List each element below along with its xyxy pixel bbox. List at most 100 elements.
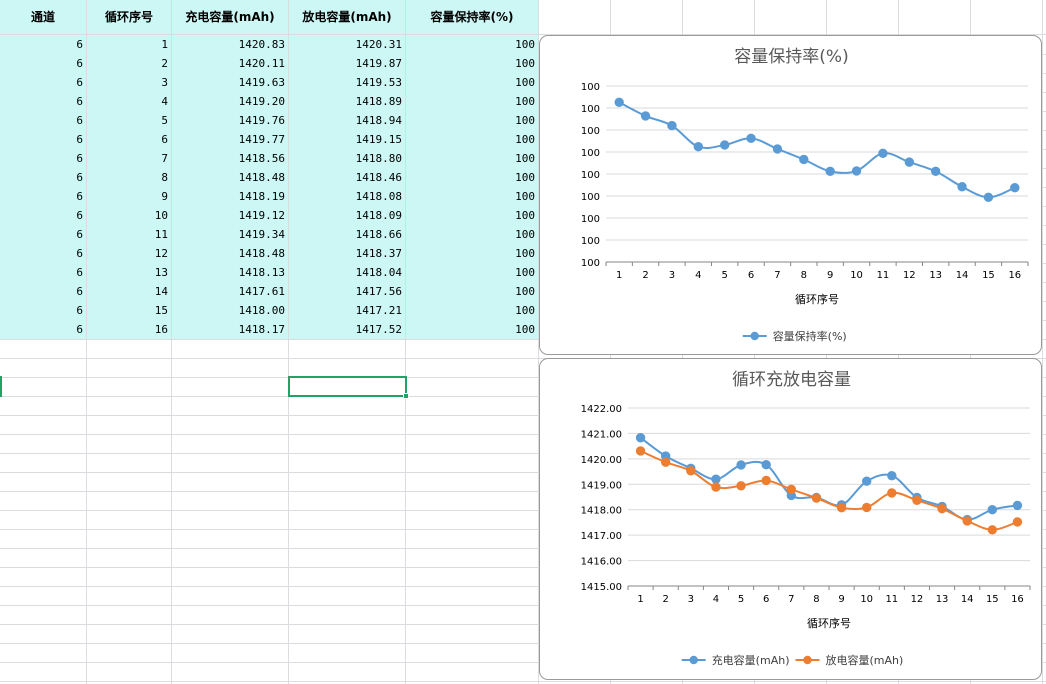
table-cell[interactable]: 1418.04 [289,263,405,282]
y-tick-label: 1415.00 [581,582,622,593]
table-cell[interactable]: 100 [406,263,538,282]
table-cell[interactable]: 6 [0,263,86,282]
table-cell[interactable]: 100 [406,92,538,111]
table-cell[interactable]: 6 [0,225,86,244]
table-cell[interactable]: 1419.15 [289,130,405,149]
table-cell[interactable]: 1418.08 [289,187,405,206]
header-cell[interactable]: 容量保持率(%) [406,0,538,34]
table-cell[interactable]: 1419.87 [289,54,405,73]
y-tick-label: 100 [581,126,600,137]
table-cell[interactable]: 6 [0,301,86,320]
table-cell[interactable]: 2 [87,54,171,73]
table-cell[interactable]: 100 [406,149,538,168]
data-point [861,502,872,513]
table-cell[interactable]: 6 [0,168,86,187]
table-cell[interactable]: 6 [0,187,86,206]
table-cell[interactable]: 3 [87,73,171,92]
table-cell[interactable]: 15 [87,301,171,320]
table-cell[interactable]: 1418.56 [172,149,288,168]
table-cell[interactable]: 1418.48 [172,244,288,263]
table-cell[interactable]: 1 [87,35,171,54]
table-cell[interactable]: 6 [0,35,86,54]
x-tick-label: 6 [763,594,769,605]
table-cell[interactable]: 1419.53 [289,73,405,92]
table-cell[interactable]: 1419.63 [172,73,288,92]
table-cell[interactable]: 16 [87,320,171,339]
table-cell[interactable]: 100 [406,168,538,187]
fill-handle[interactable] [403,393,409,399]
table-cell[interactable]: 7 [87,149,171,168]
table-cell[interactable]: 1419.20 [172,92,288,111]
table-cell[interactable]: 1418.09 [289,206,405,225]
table-cell[interactable]: 9 [87,187,171,206]
table-cell[interactable]: 100 [406,73,538,92]
table-cell[interactable]: 1418.48 [172,168,288,187]
table-cell[interactable]: 100 [406,35,538,54]
table-cell[interactable]: 1420.31 [289,35,405,54]
table-cell[interactable]: 100 [406,187,538,206]
table-cell[interactable]: 1418.13 [172,263,288,282]
table-cell[interactable]: 100 [406,206,538,225]
table-cell[interactable]: 6 [87,130,171,149]
table-cell[interactable]: 100 [406,320,538,339]
table-cell[interactable]: 13 [87,263,171,282]
capacity-chart[interactable]: 循环充放电容量 1415.00 1416.00 1417.00 1418.00 1419.… [539,358,1042,680]
table-cell[interactable]: 1418.94 [289,111,405,130]
table-cell[interactable]: 6 [0,92,86,111]
table-cell[interactable]: 1418.00 [172,301,288,320]
data-point [711,474,721,484]
table-cell[interactable]: 14 [87,282,171,301]
table-cell[interactable]: 100 [406,54,538,73]
table-cell[interactable]: 6 [0,73,86,92]
table-cell[interactable]: 1419.34 [172,225,288,244]
table-cell[interactable]: 1418.66 [289,225,405,244]
table-cell[interactable]: 1420.11 [172,54,288,73]
table-cell[interactable]: 1417.61 [172,282,288,301]
table-cell[interactable]: 100 [406,111,538,130]
table-cell[interactable]: 5 [87,111,171,130]
table-cell[interactable]: 100 [406,130,538,149]
table-cell[interactable]: 11 [87,225,171,244]
table-cell[interactable]: 1417.56 [289,282,405,301]
x-tick-label: 8 [801,270,807,281]
table-cell[interactable]: 1417.52 [289,320,405,339]
table-cell[interactable]: 1419.12 [172,206,288,225]
header-cell[interactable]: 放电容量(mAh) [289,0,405,34]
header-cell[interactable]: 通道 [0,0,86,34]
data-point [746,133,756,144]
table-cell[interactable]: 8 [87,168,171,187]
table-cell[interactable]: 1419.77 [172,130,288,149]
table-cell[interactable]: 1418.80 [289,149,405,168]
table-cell[interactable]: 1418.89 [289,92,405,111]
table-cell[interactable]: 6 [0,111,86,130]
table-cell[interactable]: 4 [87,92,171,111]
table-cell[interactable]: 10 [87,206,171,225]
table-cell[interactable]: 1418.37 [289,244,405,263]
table-cell[interactable]: 100 [406,282,538,301]
table-cell[interactable]: 6 [0,244,86,263]
table-cell[interactable]: 1420.83 [172,35,288,54]
table-cell[interactable]: 12 [87,244,171,263]
table-cell[interactable]: 100 [406,225,538,244]
table-cell[interactable]: 6 [0,206,86,225]
x-tick-label: 4 [695,270,701,281]
table-cell[interactable]: 1418.17 [172,320,288,339]
legend-label: 放电容量(mAh) [826,653,904,667]
table-cell[interactable]: 100 [406,301,538,320]
header-cell[interactable]: 充电容量(mAh) [172,0,288,34]
table-cell[interactable]: 1419.76 [172,111,288,130]
table-cell[interactable]: 100 [406,244,538,263]
x-tick-label: 7 [774,270,780,281]
table-cell[interactable]: 6 [0,149,86,168]
header-cell[interactable]: 循环序号 [87,0,171,34]
table-cell[interactable]: 6 [0,282,86,301]
table-cell[interactable]: 1418.46 [289,168,405,187]
table-cell[interactable]: 6 [0,320,86,339]
table-cell[interactable]: 6 [0,54,86,73]
active-cell-selection[interactable] [288,376,409,399]
retention-chart[interactable]: 容量保持率(%) 100 100 100 100 100 100 100 100 100 1 2 3 4 5… [539,35,1042,355]
table-cell[interactable]: 6 [0,130,86,149]
table-cell[interactable]: 1417.21 [289,301,405,320]
table-cell[interactable]: 1418.19 [172,187,288,206]
